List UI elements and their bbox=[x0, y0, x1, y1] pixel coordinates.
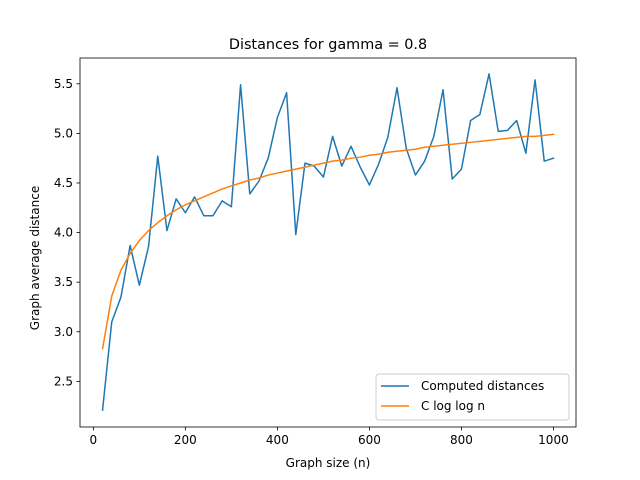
legend-box bbox=[375, 373, 570, 421]
y-axis-label: Graph average distance bbox=[28, 186, 42, 330]
y-tick-label: 5.5 bbox=[54, 77, 73, 91]
y-tick-label: 2.5 bbox=[54, 374, 73, 388]
series-line-2 bbox=[101, 133, 555, 350]
x-axis-label: Graph size (n) bbox=[286, 456, 371, 470]
x-tick-label: 200 bbox=[174, 433, 197, 447]
plot-lines bbox=[101, 73, 555, 411]
plot-frame bbox=[79, 57, 577, 428]
y-tick-label: 3.5 bbox=[54, 275, 73, 289]
legend-label: Computed distances bbox=[421, 379, 544, 393]
x-axis: 0 200 400 600 800 1000 bbox=[90, 427, 569, 447]
legend: Computed distances C log log n bbox=[375, 373, 570, 421]
legend-label: C log log n bbox=[421, 399, 485, 413]
x-tick-label: 400 bbox=[266, 433, 289, 447]
y-tick-label: 3.0 bbox=[54, 325, 73, 339]
y-axis: 2.5 3.0 3.5 4.0 4.5 5.0 5.5 bbox=[54, 77, 80, 388]
x-tick-label: 1000 bbox=[538, 433, 569, 447]
y-tick-label: 4.5 bbox=[54, 176, 73, 190]
chart-title: Distances for gamma = 0.8 bbox=[229, 37, 427, 53]
x-tick-label: 600 bbox=[358, 433, 381, 447]
x-tick-label: 0 bbox=[90, 433, 98, 447]
y-tick-label: 4.0 bbox=[54, 226, 73, 240]
x-tick-label: 800 bbox=[450, 433, 473, 447]
series-line-1 bbox=[101, 73, 555, 411]
y-tick-label: 5.0 bbox=[54, 126, 73, 140]
